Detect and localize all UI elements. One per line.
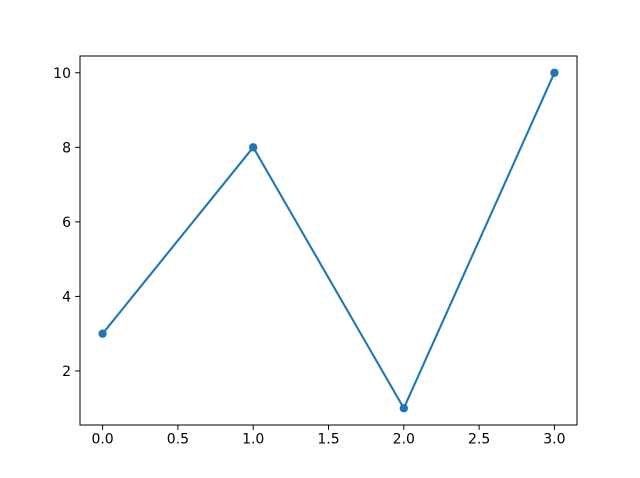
y-tick-label: 4 bbox=[62, 289, 71, 305]
data-point-marker bbox=[399, 404, 409, 413]
data-point-marker bbox=[98, 329, 107, 338]
data-point-marker bbox=[550, 68, 559, 77]
axes-spines bbox=[79, 55, 578, 426]
y-tick-label: 10 bbox=[53, 66, 71, 82]
y-tick-label: 8 bbox=[62, 140, 71, 156]
series-line bbox=[101, 71, 556, 410]
y-tick-label: 2 bbox=[62, 364, 71, 380]
data-point-marker bbox=[248, 143, 258, 152]
x-tick-label: 2.5 bbox=[468, 432, 490, 448]
x-tick-label: 1.0 bbox=[242, 432, 264, 448]
x-tick-label: 3.0 bbox=[543, 432, 565, 448]
y-tick-label: 6 bbox=[62, 215, 71, 231]
x-tick-label: 1.5 bbox=[317, 432, 339, 448]
x-tick-label: 0.0 bbox=[91, 432, 113, 448]
x-tick-label: 0.5 bbox=[167, 432, 189, 448]
x-tick-label: 2.0 bbox=[393, 432, 415, 448]
